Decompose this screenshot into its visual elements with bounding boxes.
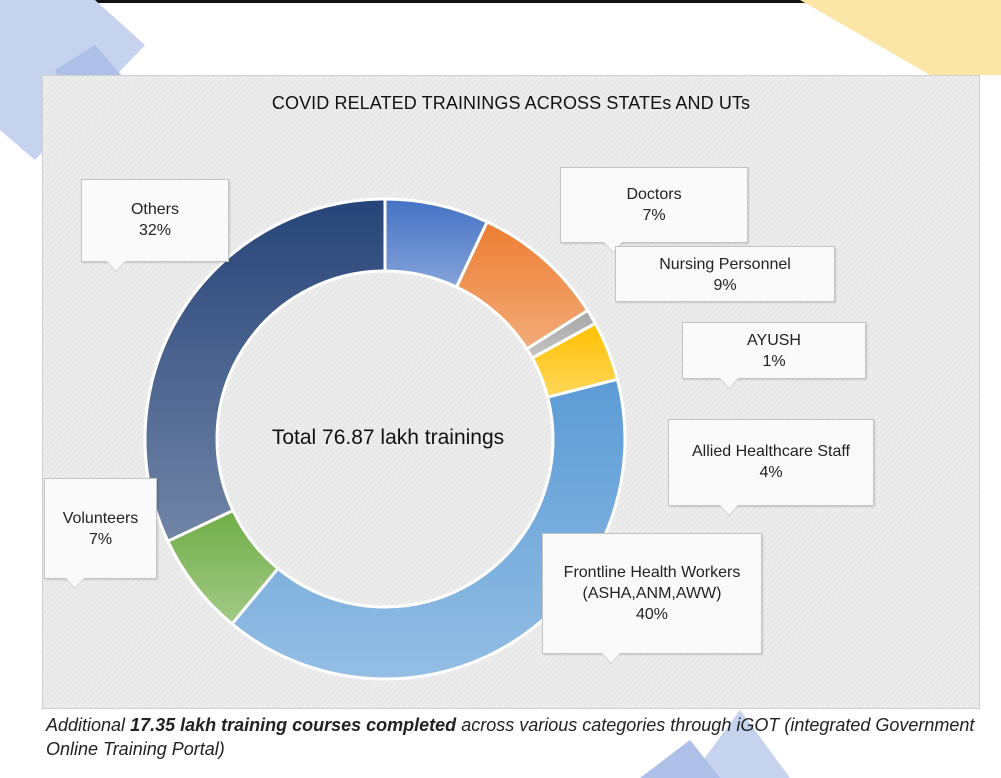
- doctors-value: 7%: [642, 207, 666, 224]
- footnote-suffix: across various categories through iGOT (…: [46, 715, 975, 759]
- allied-healthcare-value: 4%: [759, 464, 783, 481]
- top-border: [0, 0, 1001, 3]
- others-callout: Others 32%: [81, 179, 229, 271]
- footnote-prefix: Additional: [46, 715, 131, 735]
- footnote-highlight: 17.35 lakh training courses completed: [130, 715, 457, 735]
- allied-healthcare-callout: Allied Healthcare Staff 4%: [668, 419, 874, 515]
- others-value: 32%: [138, 222, 172, 239]
- volunteers-callout: Volunteers 7%: [44, 478, 157, 588]
- others-label: Others: [130, 201, 179, 218]
- doctors-callout: Doctors 7%: [560, 167, 748, 252]
- chart-panel: COVID RELATED TRAININGS ACROSS STATEs AN…: [42, 75, 980, 709]
- doctors-label: Doctors: [626, 186, 682, 203]
- ayush-value: 1%: [762, 353, 786, 370]
- footnote: Additional 17.35 lakh training courses c…: [46, 713, 976, 761]
- center-total-label: Total 76.87 lakh trainings: [271, 426, 505, 449]
- ayush-callout: AYUSH 1%: [682, 322, 866, 388]
- nursing-personnel-label: Nursing Personnel: [659, 256, 791, 273]
- volunteers-value: 7%: [88, 531, 113, 548]
- frontline-workers-value: 40%: [635, 606, 669, 623]
- donut-chart: [143, 197, 627, 681]
- frontline-workers-sublabel: (ASHA,ANM,AWW): [582, 585, 722, 602]
- allied-healthcare-label: Allied Healthcare Staff: [691, 443, 850, 460]
- chart-title: COVID RELATED TRAININGS ACROSS STATEs AN…: [271, 93, 751, 113]
- others-slice: [143, 197, 387, 544]
- frontline-workers-callout: Frontline Health Workers (ASHA,ANM,AWW) …: [542, 533, 762, 663]
- frontline-workers-label: Frontline Health Workers: [563, 564, 741, 581]
- ayush-label: AYUSH: [747, 332, 801, 349]
- nursing-personnel-value: 9%: [713, 277, 737, 294]
- volunteers-label: Volunteers: [62, 510, 139, 527]
- nursing-personnel-callout: Nursing Personnel 9%: [615, 246, 835, 302]
